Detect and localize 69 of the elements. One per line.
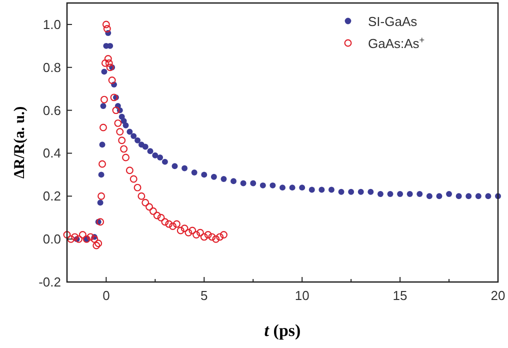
y-tick-label: 0.6 [42, 102, 61, 118]
point [103, 25, 111, 32]
y-tick-label: 0.0 [42, 232, 61, 247]
point [126, 166, 134, 174]
point [130, 175, 138, 183]
point [110, 94, 118, 102]
x-tick-label: 20 [490, 288, 506, 303]
point [116, 128, 124, 136]
y-axis-title: ΔR/R(a. u.) [12, 106, 28, 179]
point [101, 59, 109, 67]
point [192, 231, 200, 239]
point [184, 228, 192, 236]
point [161, 218, 169, 226]
point [220, 231, 228, 239]
point [63, 231, 71, 239]
point [180, 224, 188, 232]
point [100, 124, 107, 132]
point [216, 233, 224, 241]
x-tick-label: 5 [200, 288, 208, 303]
point [90, 235, 98, 243]
point [122, 154, 130, 162]
legend-label: SI-GaAs [368, 14, 418, 29]
point [114, 119, 122, 127]
point [196, 228, 204, 236]
point [75, 235, 82, 243]
y-tick-label: -0.2 [38, 274, 61, 290]
point [71, 233, 79, 241]
x-tick-label: 0 [102, 288, 110, 303]
point [172, 220, 180, 228]
point [134, 184, 142, 192]
point [142, 198, 150, 206]
y-tick-label: 0.2 [42, 188, 61, 204]
point [67, 235, 75, 243]
point [106, 64, 114, 72]
point [176, 226, 184, 234]
point [98, 192, 106, 200]
point [118, 136, 126, 144]
x-axis-title: t (ps) [264, 321, 301, 340]
point [204, 231, 212, 239]
point [208, 233, 216, 241]
point [200, 233, 208, 241]
point [94, 240, 102, 248]
point [108, 76, 116, 84]
y-tick-label: 0.8 [42, 60, 61, 75]
point [98, 160, 106, 168]
point [165, 220, 173, 228]
point [146, 203, 154, 211]
x-tick-label: 10 [294, 288, 310, 303]
point [92, 242, 100, 250]
y-tick-label: 0.4 [42, 146, 61, 161]
y-tick-label: 1.0 [42, 16, 61, 32]
point [157, 214, 165, 222]
point [86, 233, 94, 241]
point [105, 59, 113, 67]
point [78, 231, 86, 239]
point [100, 96, 108, 104]
point [169, 222, 177, 230]
point [112, 106, 120, 114]
x-tick-label: 15 [392, 288, 408, 303]
point [188, 226, 196, 234]
point [149, 207, 157, 215]
point [120, 145, 128, 153]
point [102, 20, 110, 28]
point [153, 212, 161, 220]
point [138, 192, 146, 200]
legend-label: GaAs:As$^{+}$ [368, 35, 425, 51]
point [96, 218, 104, 226]
point [104, 55, 112, 63]
point [212, 235, 220, 243]
